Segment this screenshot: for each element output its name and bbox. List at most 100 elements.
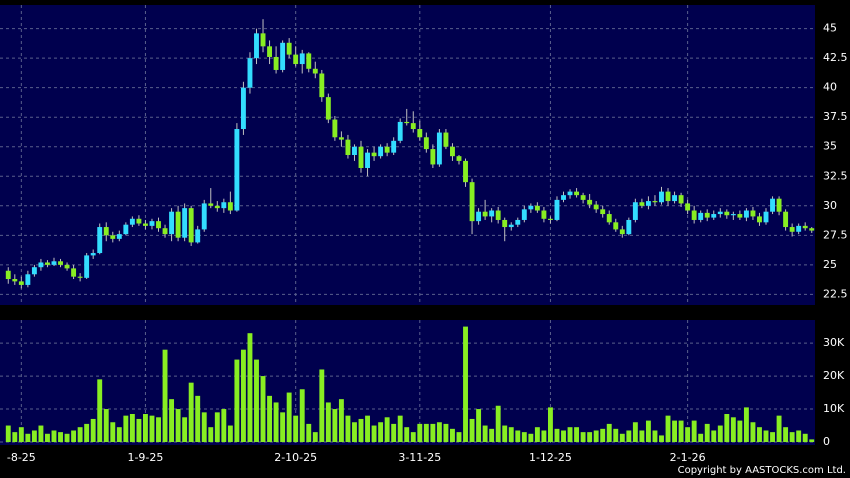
- volume-bar: [64, 433, 70, 443]
- volume-bar: [227, 425, 233, 443]
- candle-body: [391, 140, 397, 153]
- candle-body: [214, 205, 220, 209]
- volume-bar: [463, 326, 468, 443]
- candle-body: [704, 212, 710, 218]
- y2-tick-label: 0: [823, 435, 830, 448]
- volume-bar: [704, 423, 710, 443]
- candle-body: [776, 198, 782, 212]
- candle-body: [450, 146, 455, 157]
- candle-body: [502, 219, 508, 228]
- volume-bar: [789, 432, 795, 443]
- volume-bar: [600, 428, 606, 443]
- candle-body: [12, 279, 18, 282]
- volume-bar: [84, 423, 90, 443]
- candle-body: [652, 201, 658, 203]
- volume-bar: [280, 412, 286, 443]
- candle-body: [417, 129, 423, 138]
- volume-bar: [685, 427, 691, 443]
- candle-body: [763, 211, 769, 223]
- candle-body: [639, 202, 645, 206]
- volume-bar: [593, 430, 599, 443]
- volume-bar: [783, 427, 789, 443]
- candle-body: [711, 214, 717, 218]
- candle-body: [521, 209, 527, 220]
- candle-body: [724, 211, 730, 216]
- candle-body: [31, 267, 37, 275]
- y-tick-label: 27.5: [823, 228, 848, 241]
- candle-body: [469, 182, 475, 222]
- candle-body: [691, 210, 697, 220]
- candle-body: [515, 219, 521, 225]
- candle-body: [208, 203, 214, 206]
- candle-body: [365, 152, 370, 168]
- volume-bar: [809, 439, 815, 443]
- volume-bar: [51, 430, 57, 443]
- volume-bar: [267, 395, 273, 443]
- candle-body: [227, 202, 233, 211]
- volume-bar: [521, 432, 527, 443]
- volume-bar: [182, 417, 188, 443]
- candle-body: [534, 205, 540, 211]
- volume-bar: [18, 427, 24, 443]
- volume-bar: [214, 412, 220, 443]
- volume-bar: [743, 407, 749, 443]
- volume-bar: [763, 430, 769, 443]
- candle-body: [123, 224, 129, 235]
- candle-body: [182, 208, 188, 238]
- candle-body: [619, 229, 625, 235]
- volume-bar: [534, 427, 540, 443]
- candle-body: [319, 73, 325, 98]
- candle-body: [129, 218, 135, 225]
- candle-body: [423, 137, 429, 150]
- candle-body: [672, 195, 678, 202]
- volume-bar: [508, 427, 514, 443]
- candle-body: [162, 228, 168, 235]
- y-tick-label: 25: [823, 258, 837, 271]
- volume-bar: [240, 349, 246, 443]
- candle-body: [397, 121, 403, 141]
- volume-bar: [639, 430, 645, 443]
- candle-body: [234, 129, 240, 211]
- y2-tick-label: 30K: [823, 336, 845, 349]
- volume-bar: [770, 432, 775, 443]
- volume-bar: [77, 427, 83, 443]
- candle-body: [482, 211, 488, 217]
- candle-body: [547, 218, 553, 220]
- candle-body: [260, 33, 266, 47]
- candle-body: [665, 191, 671, 202]
- y-tick-label: 42.5: [823, 51, 848, 64]
- volume-bar: [38, 425, 44, 443]
- volume-bar: [221, 409, 227, 443]
- volume-bar: [312, 432, 318, 443]
- candle-body: [698, 212, 704, 220]
- volume-bar: [561, 430, 566, 443]
- volume-bar: [574, 427, 580, 443]
- y2-tick-label: 20K: [823, 369, 845, 382]
- volume-bar: [188, 382, 194, 443]
- volume-bar: [515, 430, 521, 443]
- y-tick-label: 30: [823, 199, 837, 212]
- candle-body: [410, 123, 416, 130]
- volume-bar: [129, 413, 135, 443]
- candle-body: [463, 160, 468, 183]
- volume-bar: [757, 427, 762, 443]
- volume-bar: [25, 433, 31, 443]
- y-tick-label: 40: [823, 81, 837, 94]
- candle-body: [593, 204, 599, 210]
- volume-bar: [169, 399, 175, 443]
- candle-body: [567, 191, 573, 196]
- volume-bar: [645, 420, 651, 443]
- volume-bar: [711, 430, 717, 443]
- candle-body: [730, 214, 736, 216]
- volume-bar: [254, 359, 259, 443]
- volume-bar: [338, 399, 344, 443]
- volume-bar: [456, 432, 462, 443]
- volume-bar: [776, 415, 782, 443]
- candle-body: [685, 203, 691, 211]
- x-tick-label: 1-12-25: [529, 451, 572, 464]
- y-tick-label: 22.5: [823, 287, 848, 300]
- volume-bar: [730, 417, 736, 443]
- volume-bar: [319, 369, 325, 443]
- volume-bar: [306, 423, 312, 443]
